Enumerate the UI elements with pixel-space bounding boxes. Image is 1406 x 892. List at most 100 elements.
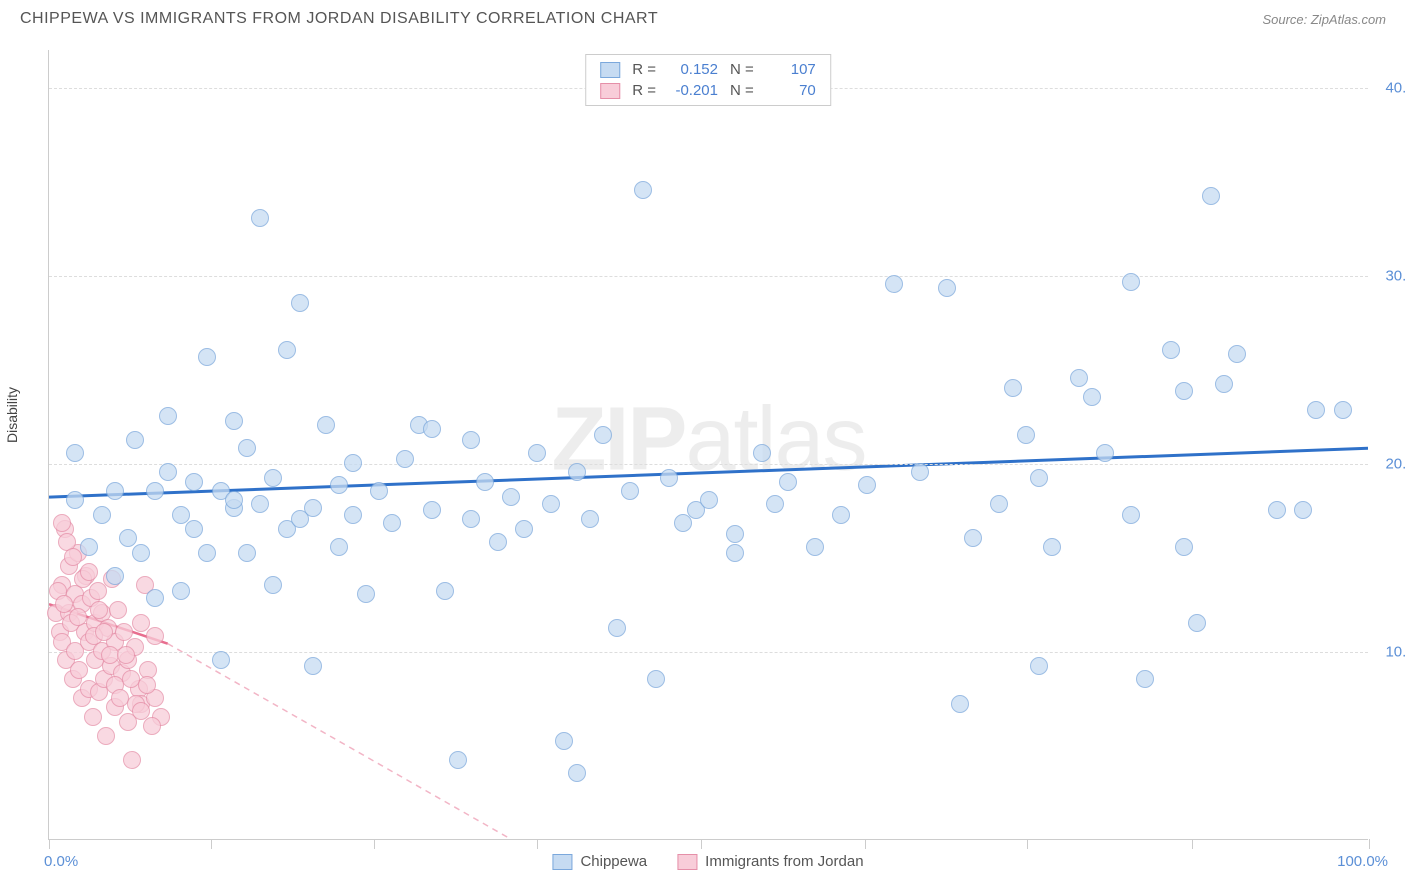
scatter-point-chippewa [568, 463, 586, 481]
scatter-point-jordan [53, 514, 71, 532]
x-tick [49, 839, 50, 849]
scatter-point-jordan [90, 601, 108, 619]
bottom-legend: Chippewa Immigrants from Jordan [552, 853, 863, 870]
legend-label-chippewa: Chippewa [580, 853, 647, 870]
scatter-point-chippewa [1294, 501, 1312, 519]
scatter-point-chippewa [779, 473, 797, 491]
scatter-point-chippewa [555, 732, 573, 750]
x-axis-min-label: 0.0% [44, 853, 78, 870]
scatter-point-chippewa [1175, 382, 1193, 400]
scatter-point-jordan [123, 751, 141, 769]
scatter-point-chippewa [146, 482, 164, 500]
swatch-jordan-icon [677, 854, 697, 870]
y-tick-label: 30.0% [1385, 267, 1406, 284]
stats-row-jordan: R = -0.201 N = 70 [586, 80, 830, 101]
scatter-point-chippewa [449, 751, 467, 769]
scatter-point-chippewa [119, 529, 137, 547]
scatter-point-chippewa [423, 501, 441, 519]
scatter-point-chippewa [1175, 538, 1193, 556]
y-tick-label: 10.0% [1385, 643, 1406, 660]
scatter-point-jordan [117, 646, 135, 664]
scatter-point-chippewa [93, 506, 111, 524]
scatter-point-chippewa [990, 495, 1008, 513]
scatter-point-jordan [97, 727, 115, 745]
scatter-point-chippewa [1162, 341, 1180, 359]
scatter-point-chippewa [621, 482, 639, 500]
scatter-point-chippewa [1122, 273, 1140, 291]
scatter-point-chippewa [1083, 388, 1101, 406]
scatter-point-chippewa [806, 538, 824, 556]
scatter-point-chippewa [1268, 501, 1286, 519]
scatter-point-chippewa [502, 488, 520, 506]
x-tick [865, 839, 866, 849]
scatter-point-chippewa [462, 431, 480, 449]
stats-row-chippewa: R = 0.152 N = 107 [586, 59, 830, 80]
scatter-point-chippewa [964, 529, 982, 547]
scatter-point-chippewa [938, 279, 956, 297]
scatter-point-jordan [95, 623, 113, 641]
scatter-point-chippewa [674, 514, 692, 532]
scatter-point-chippewa [1070, 369, 1088, 387]
scatter-point-chippewa [726, 544, 744, 562]
scatter-point-chippewa [383, 514, 401, 532]
scatter-point-chippewa [225, 412, 243, 430]
scatter-point-chippewa [146, 589, 164, 607]
scatter-point-chippewa [1030, 469, 1048, 487]
y-tick-label: 40.0% [1385, 79, 1406, 96]
x-tick [374, 839, 375, 849]
scatter-point-chippewa [185, 473, 203, 491]
scatter-point-chippewa [608, 619, 626, 637]
scatter-point-chippewa [1188, 614, 1206, 632]
chart-title: CHIPPEWA VS IMMIGRANTS FROM JORDAN DISAB… [20, 10, 658, 28]
scatter-point-chippewa [858, 476, 876, 494]
gridline-h [49, 652, 1368, 653]
scatter-point-chippewa [528, 444, 546, 462]
scatter-point-chippewa [1004, 379, 1022, 397]
scatter-point-jordan [64, 548, 82, 566]
scatter-point-chippewa [238, 544, 256, 562]
scatter-point-chippewa [726, 525, 744, 543]
scatter-point-chippewa [1228, 345, 1246, 363]
source-attribution: Source: ZipAtlas.com [1262, 12, 1386, 27]
scatter-point-chippewa [436, 582, 454, 600]
scatter-point-jordan [55, 595, 73, 613]
x-tick [1369, 839, 1370, 849]
stats-legend: R = 0.152 N = 107 R = -0.201 N = 70 [585, 54, 831, 106]
x-tick [1192, 839, 1193, 849]
y-axis-label: Disability [4, 387, 20, 443]
scatter-point-chippewa [251, 209, 269, 227]
swatch-jordan [600, 83, 620, 99]
scatter-point-chippewa [1030, 657, 1048, 675]
scatter-point-chippewa [225, 491, 243, 509]
scatter-point-chippewa [1202, 187, 1220, 205]
scatter-point-chippewa [951, 695, 969, 713]
scatter-point-chippewa [885, 275, 903, 293]
scatter-point-chippewa [238, 439, 256, 457]
scatter-point-chippewa [278, 341, 296, 359]
scatter-point-jordan [146, 627, 164, 645]
scatter-point-jordan [84, 708, 102, 726]
scatter-point-chippewa [264, 576, 282, 594]
scatter-point-chippewa [581, 510, 599, 528]
scatter-point-chippewa [198, 348, 216, 366]
plot-area: ZIPatlas [48, 50, 1368, 840]
scatter-point-chippewa [1122, 506, 1140, 524]
scatter-point-chippewa [542, 495, 560, 513]
scatter-point-chippewa [647, 670, 665, 688]
scatter-point-chippewa [291, 510, 309, 528]
swatch-chippewa-icon [552, 854, 572, 870]
scatter-point-chippewa [832, 506, 850, 524]
scatter-point-chippewa [344, 506, 362, 524]
legend-item-jordan: Immigrants from Jordan [677, 853, 863, 870]
scatter-point-chippewa [396, 450, 414, 468]
scatter-point-jordan [138, 676, 156, 694]
scatter-point-chippewa [291, 294, 309, 312]
scatter-point-chippewa [594, 426, 612, 444]
scatter-point-chippewa [126, 431, 144, 449]
scatter-point-chippewa [264, 469, 282, 487]
gridline-h [49, 276, 1368, 277]
scatter-point-chippewa [423, 420, 441, 438]
chart-area: ZIPatlas Disability R = 0.152 N = 107 R … [48, 50, 1368, 840]
scatter-point-chippewa [476, 473, 494, 491]
scatter-point-jordan [143, 717, 161, 735]
